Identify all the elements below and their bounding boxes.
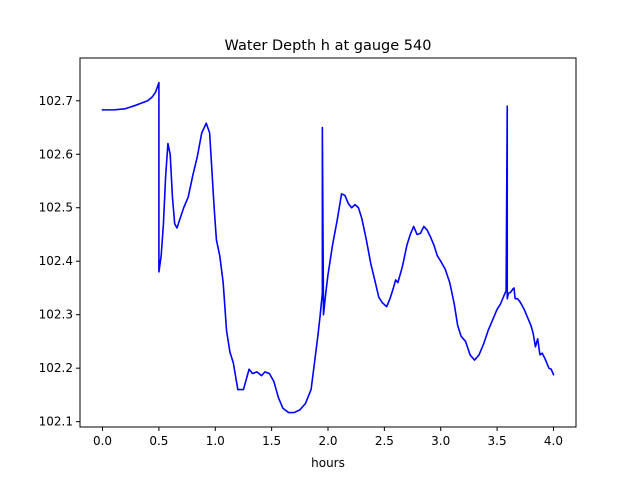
x-tick-label: 3.5 <box>488 434 507 448</box>
y-tick-label: 102.5 <box>39 201 73 215</box>
x-tick-label: 0.5 <box>149 434 168 448</box>
x-tick-label: 4.0 <box>544 434 563 448</box>
y-tick-label: 102.3 <box>39 308 73 322</box>
y-tick-label: 102.7 <box>39 94 73 108</box>
y-tick-label: 102.1 <box>39 415 73 429</box>
y-tick-label: 102.2 <box>39 361 73 375</box>
x-axis: 0.0 0.5 1.0 1.5 2.0 2.5 3.0 3.5 4.0 <box>93 427 563 448</box>
series-layer <box>101 81 555 414</box>
x-tick-label: 2.5 <box>375 434 394 448</box>
x-tick-label: 2.0 <box>318 434 337 448</box>
y-axis: 102.1 102.2 102.3 102.4 102.5 102.6 102.7 <box>39 94 80 429</box>
x-tick-label: 0.0 <box>93 434 112 448</box>
y-tick-label: 102.6 <box>39 147 73 161</box>
x-axis-label: hours <box>311 456 345 470</box>
y-tick-label: 102.4 <box>39 254 73 268</box>
x-tick-label: 1.0 <box>206 434 225 448</box>
plot-area <box>79 57 577 428</box>
series-line-0 <box>101 81 555 414</box>
plot-background <box>80 58 576 427</box>
x-tick-label: 1.5 <box>262 434 281 448</box>
chart-title: Water Depth h at gauge 540 <box>225 38 432 54</box>
x-tick-label: 3.0 <box>431 434 450 448</box>
